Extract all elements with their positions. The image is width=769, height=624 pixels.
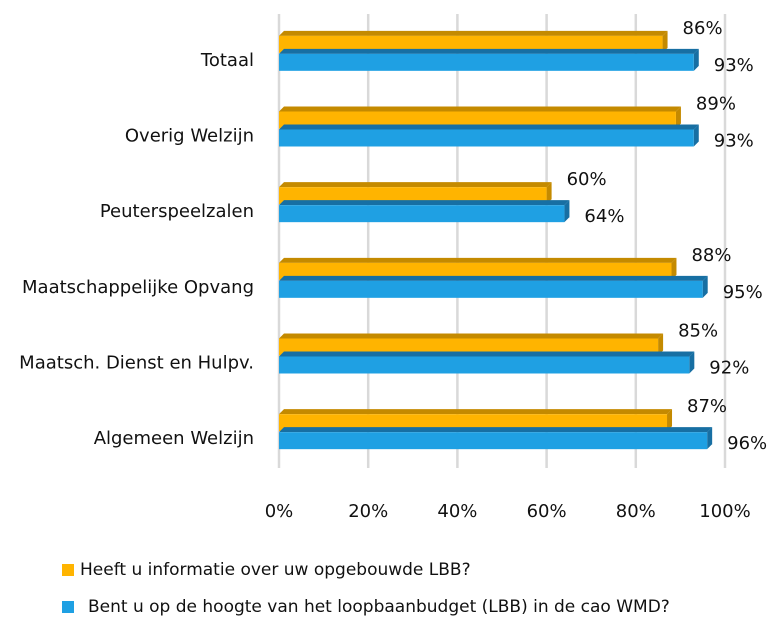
bar-side bbox=[667, 409, 673, 432]
value-label: 96% bbox=[727, 433, 767, 454]
bar bbox=[279, 414, 668, 432]
bar-side bbox=[702, 275, 708, 298]
bar-top bbox=[279, 106, 681, 112]
value-label: 86% bbox=[683, 18, 723, 39]
y-tick-label: Overig Welzijn bbox=[125, 126, 254, 147]
bar bbox=[279, 338, 659, 356]
bar bbox=[279, 356, 690, 374]
bar-top bbox=[279, 30, 668, 36]
value-label: 85% bbox=[678, 321, 718, 342]
value-label: 93% bbox=[714, 55, 754, 76]
bar bbox=[279, 280, 703, 298]
x-tick-label: 20% bbox=[348, 501, 388, 522]
legend-swatch bbox=[62, 601, 74, 613]
bar bbox=[279, 129, 694, 147]
bar-side bbox=[564, 200, 570, 223]
value-label: 92% bbox=[709, 358, 749, 379]
bar-top bbox=[279, 275, 708, 281]
bar bbox=[279, 262, 672, 280]
y-tick-label: Algemeen Welzijn bbox=[94, 428, 254, 449]
legend-text: Heeft u informatie over uw opgebouwde LB… bbox=[80, 560, 471, 580]
bar-top bbox=[279, 333, 664, 339]
bar-side bbox=[693, 124, 699, 147]
x-tick-label: 100% bbox=[699, 501, 750, 522]
value-label: 60% bbox=[567, 169, 607, 190]
value-label: 87% bbox=[687, 396, 727, 417]
bar-top bbox=[279, 124, 699, 130]
bar bbox=[279, 35, 663, 53]
bar-side bbox=[671, 257, 677, 280]
legend-text: Bent u op de hoogte van het loopbaanbudg… bbox=[88, 597, 670, 617]
y-tick-label: Peuterspeelzalen bbox=[100, 201, 254, 222]
bar-top bbox=[279, 200, 570, 206]
bar bbox=[279, 187, 547, 205]
x-tick-label: 80% bbox=[616, 501, 656, 522]
bar-side bbox=[546, 182, 552, 205]
legend-swatch bbox=[62, 564, 74, 576]
bar-top bbox=[279, 351, 695, 357]
value-label: 89% bbox=[696, 94, 736, 115]
value-label: 88% bbox=[691, 245, 731, 266]
bar-side bbox=[707, 427, 713, 450]
bar-top bbox=[279, 409, 673, 415]
value-label: 64% bbox=[584, 206, 624, 227]
bar bbox=[279, 205, 565, 223]
y-tick-label: Maatsch. Dienst en Hulpv. bbox=[19, 353, 254, 374]
bar-side bbox=[675, 106, 681, 129]
bar-top bbox=[279, 182, 552, 188]
value-label: 93% bbox=[714, 131, 754, 152]
value-label: 95% bbox=[723, 282, 763, 303]
bar-side bbox=[662, 30, 668, 53]
y-tick-label: Totaal bbox=[200, 50, 254, 71]
x-tick-label: 40% bbox=[437, 501, 477, 522]
x-tick-label: 0% bbox=[265, 501, 294, 522]
bar-top bbox=[279, 48, 699, 54]
bar bbox=[279, 432, 708, 450]
bar-top bbox=[279, 427, 713, 433]
bar-side bbox=[658, 333, 664, 356]
bar-top bbox=[279, 257, 677, 263]
y-tick-label: Maatschappelijke Opvang bbox=[22, 277, 254, 298]
bar bbox=[279, 111, 676, 129]
bar-side bbox=[689, 351, 695, 374]
bar bbox=[279, 53, 694, 71]
x-tick-label: 60% bbox=[527, 501, 567, 522]
bar-side bbox=[693, 48, 699, 71]
